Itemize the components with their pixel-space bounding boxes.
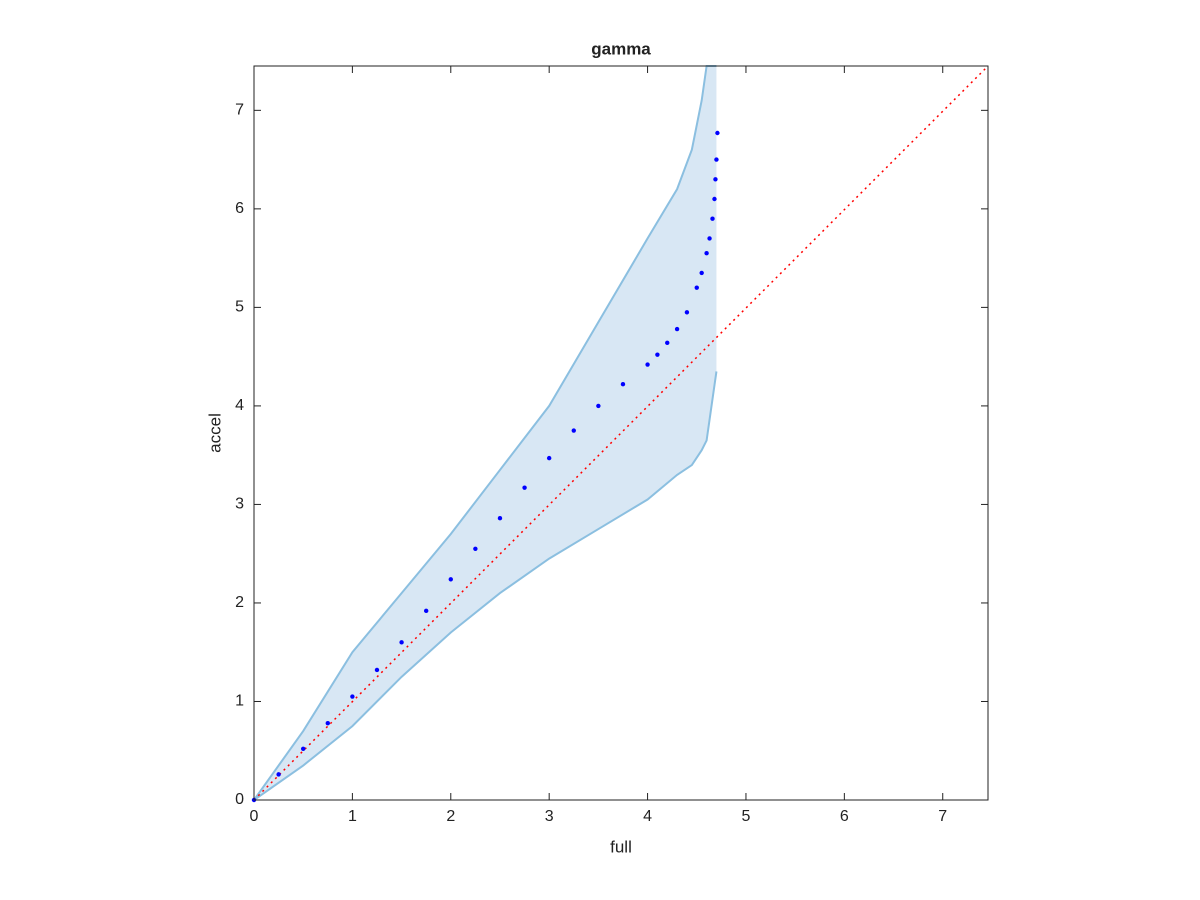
data-point — [399, 640, 404, 645]
y-tick-label: 0 — [235, 791, 244, 808]
chart-title: gamma — [591, 39, 651, 58]
x-tick-label: 0 — [250, 808, 259, 825]
data-point — [522, 485, 527, 490]
y-tick-label: 4 — [235, 397, 244, 414]
data-point — [497, 516, 503, 521]
band-lower-edge — [253, 371, 718, 801]
data-point — [473, 546, 478, 551]
data-point — [350, 694, 355, 699]
data-point — [714, 157, 719, 162]
data-point — [596, 403, 601, 409]
data-point — [300, 746, 306, 751]
data-point — [710, 216, 715, 221]
data-point — [620, 382, 626, 387]
x-tick-label: 4 — [643, 808, 652, 825]
x-tick-label: 3 — [545, 808, 554, 825]
y-tick-label: 1 — [235, 693, 244, 710]
data-point — [707, 236, 712, 241]
data-point — [674, 326, 680, 332]
y-tick-label: 6 — [235, 200, 244, 217]
data-point — [713, 177, 718, 182]
data-point — [448, 577, 453, 582]
y-tick-label: 3 — [235, 496, 244, 513]
data-point — [325, 720, 330, 726]
x-tick-label: 5 — [742, 808, 751, 825]
x-axis-label: full — [610, 837, 632, 856]
data-point — [423, 608, 429, 614]
data-point — [276, 772, 281, 777]
data-point — [699, 270, 704, 276]
x-tick-label: 1 — [348, 808, 357, 825]
x-tick-label: 2 — [446, 808, 455, 825]
band-upper-edge — [253, 65, 717, 801]
data-point — [715, 130, 720, 136]
y-axis-label: accel — [205, 413, 224, 453]
data-point — [546, 455, 552, 461]
confidence-band — [254, 66, 717, 800]
x-tick-label: 7 — [938, 808, 947, 825]
y-tick-label: 7 — [235, 102, 244, 119]
y-tick-label: 2 — [235, 594, 244, 611]
data-point — [571, 428, 576, 433]
data-point — [694, 285, 699, 290]
data-point — [645, 362, 650, 367]
data-point — [665, 340, 670, 346]
data-point — [712, 196, 717, 202]
plot-frame — [253, 65, 989, 801]
data-point — [684, 310, 690, 315]
data-point — [704, 250, 709, 256]
reference-line — [253, 65, 989, 801]
data-point — [655, 352, 660, 357]
data-point — [374, 667, 380, 673]
x-tick-label: 6 — [840, 808, 849, 825]
y-tick-label: 5 — [235, 299, 244, 316]
